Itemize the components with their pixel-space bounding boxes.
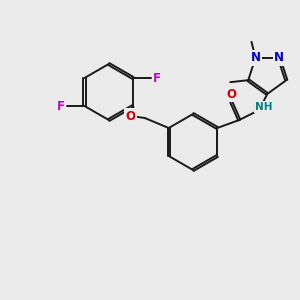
Text: NH: NH [256, 102, 273, 112]
Text: F: F [56, 100, 64, 112]
Text: O: O [126, 110, 136, 122]
Text: F: F [153, 71, 161, 85]
Text: N: N [274, 51, 284, 64]
Text: N: N [250, 51, 260, 64]
Text: O: O [226, 88, 236, 100]
